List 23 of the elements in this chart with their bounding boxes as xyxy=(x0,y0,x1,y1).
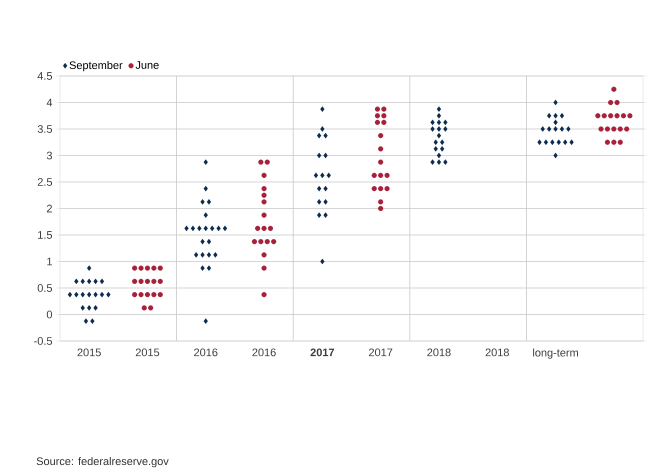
x-tick-label: 2017 xyxy=(310,348,334,356)
y-tick-label: -0.5 xyxy=(34,337,52,345)
x-tick-label: 2015 xyxy=(136,348,160,356)
source-note: Source: federalreserve.gov xyxy=(36,457,169,468)
x-tick-label: 2016 xyxy=(252,348,276,356)
x-tick-label: long-term xyxy=(533,348,578,359)
y-tick-label: 3 xyxy=(46,152,52,160)
y-tick-label: 4 xyxy=(46,98,52,106)
x-tick-label: 2015 xyxy=(78,348,101,356)
y-tick-label: 1.5 xyxy=(38,231,52,239)
x-tick-label: 2018 xyxy=(427,348,451,356)
y-tick-label: 1 xyxy=(47,258,52,266)
y-tick-label: 0.5 xyxy=(38,284,52,292)
y-tick-label: 4.5 xyxy=(38,72,52,80)
x-tick-label: 2016 xyxy=(194,348,218,356)
y-tick-label: 2 xyxy=(46,204,52,212)
legend-label: September xyxy=(70,61,122,72)
x-tick-label: 2018 xyxy=(486,348,509,356)
x-tick-label: 2017 xyxy=(369,348,392,356)
y-tick-label: 2.5 xyxy=(38,178,52,186)
y-tick-label: 3.5 xyxy=(38,125,52,133)
y-tick-label: 0 xyxy=(46,310,52,318)
legend-label: June xyxy=(136,61,159,69)
